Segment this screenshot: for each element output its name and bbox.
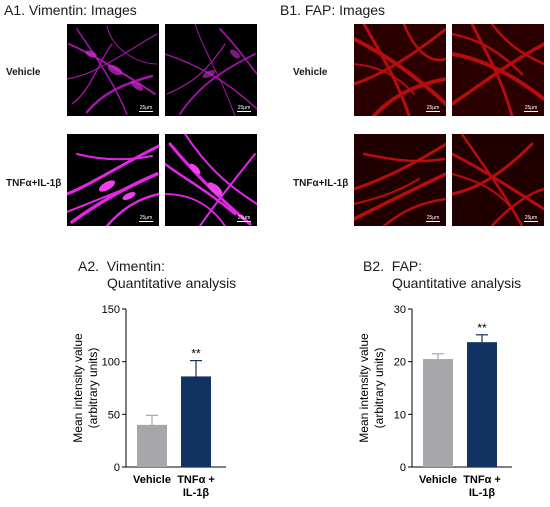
scale-bar: 25μm <box>139 105 153 112</box>
panel-title-a1: A1. Vimentin: Images <box>4 2 137 18</box>
y-tick-label: 100 <box>102 357 120 369</box>
scale-bar: 25μm <box>237 215 251 222</box>
y-tick-label: 0 <box>400 462 406 474</box>
panel-title-b1: B1. FAP: Images <box>280 2 386 18</box>
bar-treated <box>181 376 211 467</box>
vimentin-vehicle-image-2: 25μm <box>165 24 257 116</box>
fap-treated-image-1: 25μm <box>354 134 446 226</box>
y-axis-label: Mean intensity value(arbitrary units) <box>71 333 100 443</box>
stain-pattern <box>452 134 544 226</box>
chart-title-b2: B2. FAP: <box>363 258 423 274</box>
x-tick-label-line: IL-1β <box>469 487 496 499</box>
scale-bar: 25μm <box>524 105 538 112</box>
scale-bar: 25μm <box>524 215 538 222</box>
x-tick-label-line: Vehicle <box>419 474 457 486</box>
fap-treated-image-2: 25μm <box>452 134 544 226</box>
scale-bar: 25μm <box>426 215 440 222</box>
scale-bar: 25μm <box>237 105 251 112</box>
x-tick-label-line: TNFα + <box>177 474 215 486</box>
y-axis-label-line: (arbitrary units) <box>372 348 386 429</box>
chart-subtitle-a2: Quantitative analysis <box>107 275 237 291</box>
y-tick-label: 30 <box>394 304 406 316</box>
y-axis-label-line: Mean intensity value <box>357 333 371 443</box>
y-axis-label-line: (arbitrary units) <box>86 348 100 429</box>
vimentin-treated-image-1: 25μm <box>67 134 159 226</box>
x-tick-label-line: Vehicle <box>133 474 171 486</box>
scale-bar: 25μm <box>139 215 153 222</box>
fap-vehicle-image-1: 25μm <box>354 24 446 116</box>
x-tick-label-line: TNFα + <box>463 474 501 486</box>
y-axis-label-line: Mean intensity value <box>71 333 85 443</box>
x-tick-label: Vehicle <box>419 474 457 486</box>
y-tick-label: 0 <box>114 462 120 474</box>
fap-bar-chart: Mean intensity value(arbitrary units) 0 10… <box>357 304 512 499</box>
row-label-treated-b: TNFα+IL-1β <box>293 178 349 189</box>
stain-pattern <box>67 25 158 115</box>
y-tick-label: 10 <box>394 409 406 421</box>
x-tick-label-line: IL-1β <box>183 487 210 499</box>
fap-vehicle-image-2: 25μm <box>452 24 544 116</box>
bar-vehicle <box>423 359 453 467</box>
stain-pattern <box>354 24 446 116</box>
bar-treated <box>467 342 497 467</box>
significance-marker: ** <box>477 321 487 335</box>
x-tick-label: Vehicle <box>133 474 171 486</box>
x-tick-label: TNFα + IL-1β <box>463 474 501 499</box>
stain-pattern <box>165 24 257 116</box>
chart-subtitle-b2: Quantitative analysis <box>392 275 522 291</box>
vimentin-vehicle-image-1: 25μm <box>67 24 159 116</box>
stain-pattern <box>452 24 544 116</box>
stain-pattern <box>67 144 159 226</box>
significance-marker: ** <box>191 347 201 361</box>
y-tick-label: 50 <box>108 409 120 421</box>
stain-pattern <box>354 134 446 226</box>
bar-vehicle <box>137 424 167 467</box>
chart-title-a2: A2. Vimentin: <box>78 258 165 274</box>
y-axis-label: Mean intensity value(arbitrary units) <box>357 333 386 443</box>
vimentin-treated-image-2: 25μm <box>165 134 257 226</box>
stain-pattern <box>165 134 257 226</box>
row-label-vehicle-b: Vehicle <box>293 67 328 78</box>
y-tick-label: 20 <box>394 357 406 369</box>
x-tick-label: TNFα + IL-1β <box>177 474 215 499</box>
y-tick-label: 150 <box>102 304 120 316</box>
row-label-treated-a: TNFα+IL-1β <box>6 178 62 189</box>
vimentin-bar-chart: Mean intensity value(arbitrary units) 0 50… <box>71 304 226 499</box>
scale-bar: 25μm <box>426 105 440 112</box>
row-label-vehicle-a: Vehicle <box>6 67 41 78</box>
